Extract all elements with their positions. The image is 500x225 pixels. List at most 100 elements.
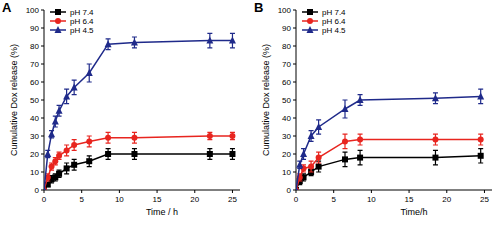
data-point — [296, 186, 300, 190]
error-bar — [57, 105, 62, 116]
data-point — [56, 107, 63, 114]
data-point — [206, 37, 213, 44]
legend-label: pH 6.4 — [70, 17, 94, 26]
error-bar — [87, 136, 92, 147]
data-point — [105, 40, 112, 47]
data-point — [432, 94, 439, 101]
y-tick-label: 70 — [282, 60, 291, 69]
y-tick-label: 30 — [282, 132, 291, 141]
y-tick — [41, 154, 44, 155]
data-point — [357, 155, 363, 161]
error-bar — [87, 64, 92, 82]
x-tick-label: 15 — [405, 195, 414, 204]
y-tick — [41, 64, 44, 65]
x-tick — [194, 190, 195, 193]
x-tick-label: 10 — [115, 195, 124, 204]
data-point — [342, 105, 349, 112]
series — [44, 33, 236, 190]
series-line — [44, 41, 232, 190]
y-axis-label: Cumulative Dox release (%) — [261, 44, 271, 156]
error-bar — [207, 132, 212, 139]
data-point — [477, 92, 484, 99]
x-tick — [232, 190, 233, 193]
x-axis — [296, 190, 492, 191]
y-tick-label: 30 — [30, 132, 39, 141]
x-axis — [44, 190, 240, 191]
error-bar — [230, 149, 235, 160]
error-bar — [106, 132, 111, 143]
x-tick — [119, 190, 120, 193]
x-tick — [81, 190, 82, 193]
error-bar — [358, 95, 363, 106]
panel-label: A — [2, 0, 12, 15]
error-bar — [343, 134, 348, 148]
data-point — [296, 187, 299, 190]
error-bar — [132, 132, 137, 143]
data-point — [64, 165, 70, 171]
error-bar — [230, 33, 235, 47]
error-bar — [87, 156, 92, 167]
y-tick — [41, 136, 44, 137]
data-point — [86, 69, 93, 76]
x-tick-label: 0 — [42, 195, 47, 204]
y-tick — [293, 172, 296, 173]
series — [296, 134, 484, 190]
data-point — [207, 151, 213, 157]
error-bar — [433, 93, 438, 104]
data-point — [207, 133, 213, 139]
y-tick-label: 50 — [282, 96, 291, 105]
error-bar — [297, 161, 302, 168]
data-point — [229, 151, 235, 157]
y-tick — [293, 136, 296, 137]
legend-label: pH 4.5 — [322, 26, 346, 35]
y-tick-label: 90 — [282, 24, 291, 33]
y-tick — [41, 28, 44, 29]
x-tick — [409, 190, 410, 193]
error-bar — [478, 149, 483, 163]
data-point — [308, 132, 315, 139]
legend: pH 7.4pH 6.4pH 4.5 — [302, 8, 346, 35]
y-tick — [41, 172, 44, 173]
error-bar — [316, 120, 321, 134]
y-tick — [293, 28, 296, 29]
error-bar — [53, 116, 58, 127]
plot-area — [296, 89, 484, 190]
error-bar — [316, 152, 321, 163]
error-bar — [309, 161, 314, 172]
legend-label: pH 7.4 — [70, 8, 94, 17]
data-point — [432, 137, 438, 143]
y-tick-label: 70 — [30, 60, 39, 69]
series — [44, 132, 235, 190]
y-tick — [293, 46, 296, 47]
x-tick-label: 10 — [367, 195, 376, 204]
y-tick — [41, 100, 44, 101]
plot-area — [44, 33, 236, 190]
data-point — [308, 164, 314, 170]
error-bar — [433, 134, 438, 145]
y-tick-label: 100 — [278, 6, 292, 15]
x-axis-label: Time/h — [400, 207, 427, 217]
x-tick-label: 25 — [228, 195, 237, 204]
error-bar — [132, 149, 137, 160]
data-point — [478, 137, 484, 143]
y-tick — [293, 100, 296, 101]
error-bar — [57, 170, 62, 177]
data-point — [48, 130, 55, 137]
data-point — [300, 150, 307, 157]
y-tick-label: 40 — [282, 114, 291, 123]
y-tick-label: 0 — [287, 186, 292, 195]
data-point — [229, 133, 235, 139]
legend-label: pH 7.4 — [322, 8, 346, 17]
legend-marker — [307, 9, 313, 15]
error-bar — [207, 33, 212, 47]
data-point — [315, 123, 322, 130]
x-tick — [333, 190, 334, 193]
error-bar — [72, 159, 77, 170]
error-bar — [343, 152, 348, 166]
legend-label: pH 6.4 — [322, 17, 346, 26]
data-point — [71, 142, 77, 148]
data-point — [86, 158, 92, 164]
y-tick-label: 10 — [282, 168, 291, 177]
error-bar — [49, 131, 54, 138]
legend: pH 7.4pH 6.4pH 4.5 — [50, 8, 94, 35]
